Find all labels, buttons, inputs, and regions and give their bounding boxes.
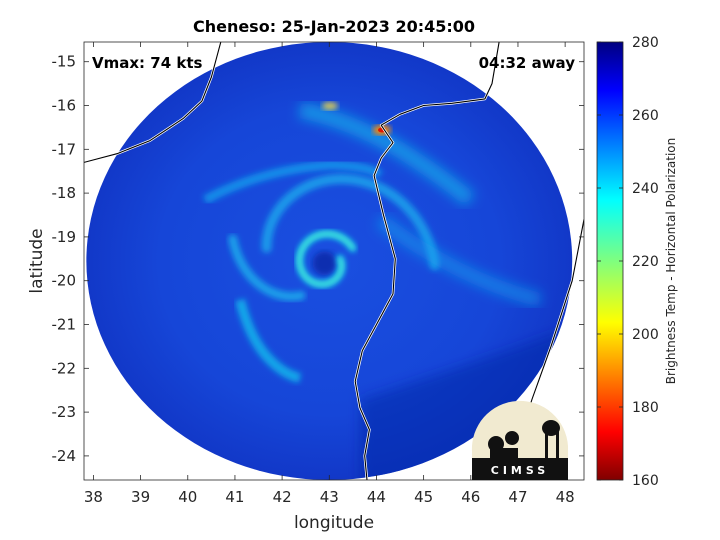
x-tick-label: 44 [367, 488, 386, 506]
coastlines [84, 42, 584, 480]
x-tick-label: 42 [273, 488, 292, 506]
rain-band [375, 214, 542, 307]
cold-cloud-top [322, 102, 338, 110]
cimss-logo: CIMSS [471, 400, 568, 480]
y-tick-label: -15 [52, 53, 77, 71]
storm-eye [312, 251, 337, 276]
rain-band [202, 160, 384, 204]
y-axis: -15 -16 -17 -18 -19 -20 -21 -22 -23 -24 [52, 53, 584, 465]
x-tick-label: 45 [414, 488, 433, 506]
x-tick-label: 41 [225, 488, 244, 506]
y-tick-label: -23 [52, 403, 77, 421]
colorbar-tick-label: 180 [632, 400, 659, 416]
colorbar-tick-label: 200 [632, 327, 659, 343]
coastline-madagascar [354, 42, 500, 480]
y-tick-label: -22 [52, 359, 77, 377]
rain-band [228, 234, 306, 301]
x-axis: 38 39 40 41 42 43 44 45 46 47 48 [84, 42, 575, 506]
colorbar-tick-label: 220 [632, 254, 659, 270]
colorbar-tick-label: 240 [632, 181, 659, 197]
rain-band [298, 102, 476, 207]
x-tick-label: 47 [508, 488, 527, 506]
rain-band [261, 173, 440, 270]
y-tick-label: -16 [52, 97, 77, 115]
plot-frame [83, 41, 585, 481]
colorbar-label: Brightness Temp - Horizontal Polarizatio… [664, 138, 678, 385]
x-axis-label: longitude [294, 513, 374, 533]
x-tick-label: 39 [131, 488, 150, 506]
colorbar-tick-label: 280 [632, 35, 659, 51]
plot-area [84, 42, 584, 480]
x-tick-label: 43 [320, 488, 339, 506]
svg-text:CIMSS: CIMSS [491, 464, 549, 477]
x-tick-label: 40 [178, 488, 197, 506]
y-tick-label: -20 [52, 272, 77, 290]
chart-title: Cheneso: 25-Jan-2023 20:45:00 [193, 17, 475, 36]
x-tick-label: 38 [84, 488, 103, 506]
time-away-annotation: 04:32 away [479, 54, 576, 72]
x-tick-label: 48 [556, 488, 575, 506]
x-tick-label: 46 [461, 488, 480, 506]
y-tick-label: -17 [52, 140, 77, 158]
coastline-mozambique [84, 42, 222, 163]
vmax-annotation: Vmax: 74 kts [92, 54, 202, 72]
rain-band [297, 232, 355, 286]
y-axis-label: latitude [27, 228, 47, 293]
y-tick-label: -18 [52, 184, 77, 202]
colorbar-tick-label: 160 [632, 473, 659, 489]
colorbar-tick-label: 260 [632, 108, 659, 124]
colorbar-ticks: 280 260 240 220 200 180 160 [597, 35, 659, 489]
y-tick-label: -21 [52, 316, 77, 334]
y-tick-label: -19 [52, 228, 77, 246]
rain-band [235, 298, 302, 383]
y-tick-label: -24 [52, 447, 77, 465]
